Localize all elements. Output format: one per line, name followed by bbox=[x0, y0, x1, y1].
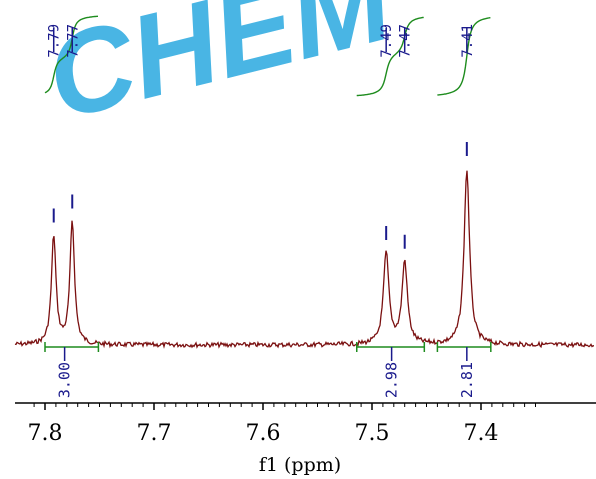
spectrum-line bbox=[14, 170, 594, 349]
x-tick-label: 7.8 bbox=[28, 421, 63, 446]
peak-label: 7.77 bbox=[65, 24, 81, 58]
x-axis-title: f1 (ppm) bbox=[259, 454, 341, 476]
x-tick-label: 7.6 bbox=[246, 421, 281, 446]
peak-label: 7.79 bbox=[47, 24, 63, 58]
x-tick-label: 7.7 bbox=[137, 421, 172, 446]
integral-curve bbox=[437, 17, 491, 96]
peak-label: 7.41 bbox=[460, 24, 476, 58]
integral-value: 2.81 bbox=[458, 362, 476, 398]
watermark-text: CHEM bbox=[34, 0, 406, 145]
peak-label: 7.47 bbox=[398, 24, 414, 58]
x-axis: 7.8 7.7 7.6 7.5 7.4 bbox=[15, 402, 596, 446]
integral-value: 2.98 bbox=[383, 362, 401, 398]
x-tick-label: 7.4 bbox=[464, 421, 499, 446]
integral-value: 3.00 bbox=[56, 362, 74, 398]
integral-curve bbox=[356, 16, 424, 97]
peak-label: 7.49 bbox=[379, 24, 395, 58]
peak-labels: 7.79 7.77 7.49 7.47 7.41 bbox=[47, 24, 476, 249]
integral-bars: 3.00 2.98 2.81 bbox=[44, 342, 492, 398]
x-tick-label: 7.5 bbox=[355, 421, 390, 446]
